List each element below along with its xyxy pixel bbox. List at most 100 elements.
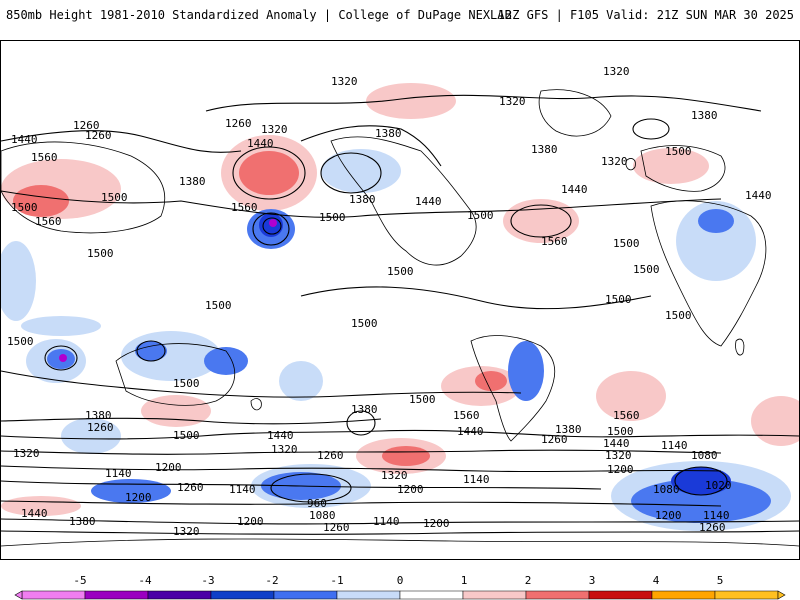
colorbar-cell	[147, 590, 212, 600]
title-bar: 850mb Height 1981-2010 Standardized Anom…	[0, 0, 800, 30]
contour-label: 1500	[173, 429, 200, 442]
contour-label: 1260	[541, 433, 568, 446]
coastline-uk	[625, 158, 636, 171]
contour-closed-low-pacific-inner	[262, 217, 282, 235]
contour-label: 1500	[665, 309, 692, 322]
contour-1320-north	[205, 94, 762, 112]
negative-anomaly-circumpolar-3	[91, 479, 171, 503]
negative-anomaly-circumpolar-2-strong	[671, 467, 731, 495]
contour-label: 1440	[21, 507, 48, 520]
colorbar-tick-label: 3	[588, 574, 596, 587]
contour-label: 1500	[467, 209, 494, 222]
negative-anomaly-east-asia	[1, 241, 36, 321]
colorbar-strip	[14, 590, 786, 600]
positive-anomaly-siberia-core	[13, 185, 69, 217]
colorbar-cell	[21, 590, 86, 600]
contour-label: 1500	[7, 335, 34, 348]
extreme-anomaly-pacific	[269, 219, 277, 227]
colorbar-cell	[210, 590, 275, 600]
contour-label: 1200	[607, 463, 634, 476]
colorbar-cell	[273, 590, 338, 600]
negative-anomaly-coral-sea	[204, 347, 248, 375]
contour-label: 1560	[541, 235, 568, 248]
positive-anomaly-far-east	[751, 396, 799, 446]
contour-label: 1380	[375, 127, 402, 140]
contour-label: 1080	[653, 483, 680, 496]
coastline-europe	[640, 145, 726, 192]
contour-label: 1200	[397, 483, 424, 496]
positive-anomaly-south-indian	[141, 395, 211, 427]
contour-label: 1200	[655, 509, 682, 522]
contour-label: 1500	[205, 299, 232, 312]
colorbar-tick-label: -3	[201, 574, 215, 587]
contour-label: 1440	[267, 429, 294, 442]
contour-label: 1260	[73, 119, 100, 132]
contour-closed-high-atlantic	[510, 204, 572, 238]
negative-anomaly-alaska	[321, 149, 401, 193]
coastline-madagascar	[735, 338, 745, 356]
colorbar-tick-label: 1	[460, 574, 468, 587]
contour-label: 1200	[125, 491, 152, 504]
contour-label: 1140	[463, 473, 490, 486]
coastline-australia	[115, 343, 235, 406]
contour-label: 1320	[261, 123, 288, 136]
contour-label: 1200	[237, 515, 264, 528]
colorbar-cell	[84, 590, 149, 600]
contour-label: 1200	[423, 517, 450, 530]
contour-label: 1380	[555, 423, 582, 436]
coastlines	[1, 89, 799, 547]
negative-anomaly-southern-wave	[61, 418, 121, 454]
contour-1500-south	[1, 370, 522, 398]
contour-label: 1320	[381, 469, 408, 482]
contour-label: 1260	[177, 481, 204, 494]
contour-label: 1500	[613, 237, 640, 250]
contour-closed-low-australia	[136, 340, 166, 362]
negative-anomaly-africa-core	[698, 209, 734, 233]
contour-1380-north	[300, 125, 442, 167]
contour-labels: 1320 1320 1320 1380 1260 1260 1260 1440 …	[7, 65, 772, 538]
contour-closed-low-alaska	[320, 152, 382, 194]
contour-1320-south	[1, 449, 722, 455]
colorbar-right-arrow	[777, 590, 786, 600]
contour-label: 1560	[453, 409, 480, 422]
colorbar-tick-label: -4	[138, 574, 152, 587]
contour-label: 1500	[607, 425, 634, 438]
contour-1260-far-south	[1, 518, 799, 525]
contour-label: 1260	[85, 129, 112, 142]
contour-1200-south	[1, 480, 602, 490]
contour-label: 1320	[331, 75, 358, 88]
contour-1320-far-south	[1, 530, 799, 535]
colorbar-tick-label: -2	[265, 574, 279, 587]
contour-label: 1320	[499, 95, 526, 108]
contour-label: 1320	[601, 155, 628, 168]
map-panel: 1320 1320 1320 1380 1260 1260 1260 1440 …	[0, 40, 800, 560]
contour-1440-north	[1, 130, 242, 153]
contour-label: 1140	[373, 515, 400, 528]
colorbar-left-arrow	[14, 590, 23, 600]
height-contours	[1, 94, 799, 535]
contour-label: 1500	[319, 211, 346, 224]
contour-1380-south	[1, 417, 382, 425]
contour-closed-low-pacific	[252, 212, 290, 246]
contour-label: 1320	[173, 525, 200, 538]
contour-closed-low-southern	[346, 410, 376, 436]
contour-label: 1560	[35, 215, 62, 228]
contour-label: 1260	[317, 449, 344, 462]
coastline-south-america	[470, 335, 556, 442]
contour-label: 1440	[561, 183, 588, 196]
positive-anomaly-southern-ocean-core	[382, 446, 430, 466]
anomaly-shading	[1, 83, 799, 531]
contour-closed-low-southern-3	[674, 466, 728, 496]
contour-label: 1260	[225, 117, 252, 130]
contour-label: 1500	[665, 145, 692, 158]
colorbar-cell	[525, 590, 590, 600]
map-title: 850mb Height 1981-2010 Standardized Anom…	[6, 8, 512, 22]
contour-label: 1080	[309, 509, 336, 522]
colorbar-cell	[714, 590, 779, 600]
contour-label: 1560	[613, 409, 640, 422]
contour-1500-tropics	[300, 286, 652, 310]
colorbar-tick-label: 5	[716, 574, 724, 587]
colorbar-cell	[336, 590, 401, 600]
contour-label: 1440	[457, 425, 484, 438]
contour-label: 1500	[605, 293, 632, 306]
